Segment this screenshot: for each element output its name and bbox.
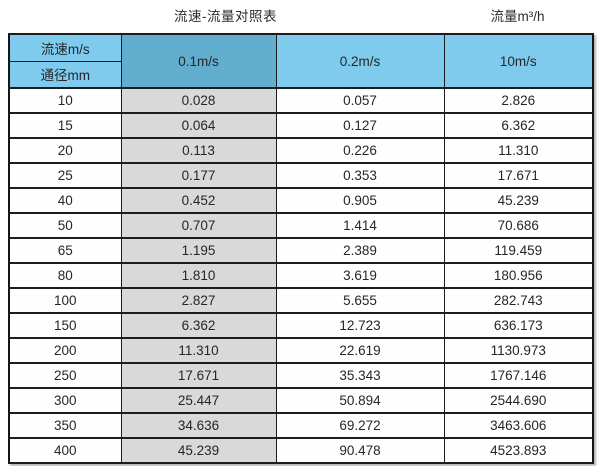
flow-value-cell: 282.743	[443, 287, 594, 314]
table-row: 20 0.113 0.226 11.310	[8, 137, 594, 164]
flow-unit-label: 流量m³/h	[490, 9, 545, 24]
table-row: 40 0.452 0.905 45.239	[8, 187, 594, 214]
flow-value-cell: 50.894	[275, 387, 445, 414]
title-bar: 流速-流量对照表 流量m³/h	[0, 5, 600, 27]
flow-value-cell: 636.173	[443, 312, 594, 339]
flow-value-cell: 1767.146	[443, 362, 594, 389]
page-title: 流速-流量对照表	[174, 9, 277, 24]
flow-value-cell: 2.389	[275, 237, 445, 264]
flow-value-cell: 6.362	[120, 312, 277, 339]
flow-value-cell: 22.619	[275, 337, 445, 364]
table-row: 350 34.636 69.272 3463.606	[8, 412, 594, 439]
table-row: 150 6.362 12.723 636.173	[8, 312, 594, 339]
header-row-velocity: 流速m/s 0.1m/s 0.2m/s 10m/s	[8, 33, 594, 89]
flow-value-cell: 12.723	[275, 312, 445, 339]
diameter-cell: 65	[8, 237, 122, 264]
diameter-cell: 100	[8, 287, 122, 314]
flow-value-cell: 0.057	[275, 87, 445, 114]
table-row: 80 1.810 3.619 180.956	[8, 262, 594, 289]
flow-value-cell: 45.239	[443, 187, 594, 214]
diameter-cell: 150	[8, 312, 122, 339]
diameter-cell: 300	[8, 387, 122, 414]
flow-value-cell: 0.113	[120, 137, 277, 164]
flow-value-cell: 4523.893	[443, 437, 594, 464]
flow-value-cell: 0.353	[275, 162, 445, 189]
table-row: 15 0.064 0.127 6.362	[8, 112, 594, 139]
flow-value-cell: 2.827	[120, 287, 277, 314]
table-row: 25 0.177 0.353 17.671	[8, 162, 594, 189]
table-row: 300 25.447 50.894 2544.690	[8, 387, 594, 414]
column-header-0-1ms: 0.1m/s	[120, 33, 277, 89]
diameter-cell: 50	[8, 212, 122, 239]
column-header-0-2ms: 0.2m/s	[275, 33, 445, 89]
flow-value-cell: 45.239	[120, 437, 277, 464]
flow-value-cell: 0.226	[275, 137, 445, 164]
header-row-diameter: 通径mm	[8, 60, 593, 89]
flow-value-cell: 17.671	[120, 362, 277, 389]
table-row: 50 0.707 1.414 70.686	[8, 212, 594, 239]
diameter-cell: 10	[8, 87, 122, 114]
table-row: 10 0.028 0.057 2.826	[8, 87, 594, 114]
flow-value-cell: 1.810	[120, 262, 277, 289]
table-body: 10 0.028 0.057 2.826 15 0.064 0.127 6.362 20 0.11…	[8, 87, 594, 464]
flow-value-cell: 11.310	[443, 137, 594, 164]
diameter-cell: 80	[8, 262, 122, 289]
flow-value-cell: 0.028	[120, 87, 277, 114]
flow-rate-table: 流速m/s 0.1m/s 0.2m/s 10m/s 通径mm 10 0.028 0.…	[8, 33, 594, 464]
flow-value-cell: 90.478	[275, 437, 445, 464]
flow-value-cell: 34.636	[120, 412, 277, 439]
table-row: 65 1.195 2.389 119.459	[8, 237, 594, 264]
diameter-cell: 250	[8, 362, 122, 389]
diameter-cell: 25	[8, 162, 122, 189]
flow-value-cell: 0.707	[120, 212, 277, 239]
flow-value-cell: 11.310	[120, 337, 277, 364]
table-row: 250 17.671 35.343 1767.146	[8, 362, 594, 389]
flow-value-cell: 25.447	[120, 387, 277, 414]
flow-value-cell: 17.671	[443, 162, 594, 189]
flow-value-cell: 1.414	[275, 212, 445, 239]
flow-value-cell: 0.064	[120, 112, 277, 139]
table-row: 100 2.827 5.655 282.743	[8, 287, 594, 314]
flow-value-cell: 69.272	[275, 412, 445, 439]
table-header: 流速m/s 0.1m/s 0.2m/s 10m/s 通径mm	[8, 33, 594, 89]
diameter-cell: 350	[8, 412, 122, 439]
velocity-axis-label: 流速m/s	[8, 33, 122, 62]
column-header-10ms: 10m/s	[443, 33, 594, 89]
flow-value-cell: 0.452	[120, 187, 277, 214]
table-row: 400 45.239 90.478 4523.893	[8, 437, 594, 464]
flow-value-cell: 0.905	[275, 187, 445, 214]
diameter-cell: 200	[8, 337, 122, 364]
flow-value-cell: 2.826	[443, 87, 594, 114]
flow-value-cell: 3463.606	[443, 412, 594, 439]
flow-value-cell: 119.459	[443, 237, 594, 264]
table-row: 200 11.310 22.619 1130.973	[8, 337, 594, 364]
diameter-cell: 15	[8, 112, 122, 139]
diameter-cell: 400	[8, 437, 122, 464]
flow-value-cell: 70.686	[443, 212, 594, 239]
flow-value-cell: 0.127	[275, 112, 445, 139]
flow-value-cell: 0.177	[120, 162, 277, 189]
flow-value-cell: 35.343	[275, 362, 445, 389]
diameter-axis-label: 通径mm	[8, 60, 122, 89]
flow-value-cell: 2544.690	[443, 387, 594, 414]
flow-value-cell: 6.362	[443, 112, 594, 139]
flow-value-cell: 180.956	[443, 262, 594, 289]
flow-value-cell: 5.655	[275, 287, 445, 314]
diameter-cell: 20	[8, 137, 122, 164]
flow-value-cell: 1.195	[120, 237, 277, 264]
diameter-cell: 40	[8, 187, 122, 214]
flow-value-cell: 3.619	[275, 262, 445, 289]
flow-value-cell: 1130.973	[443, 337, 594, 364]
